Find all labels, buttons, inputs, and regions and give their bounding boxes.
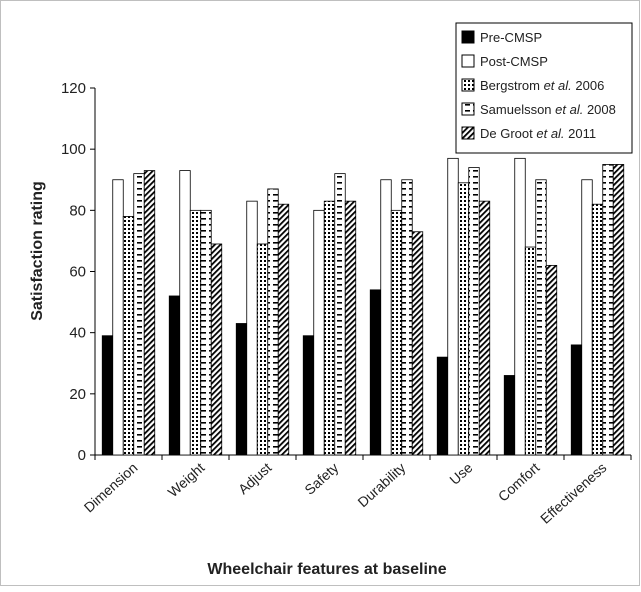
bar	[256, 243, 269, 456]
bar	[235, 323, 248, 456]
bar	[524, 246, 537, 456]
bar	[323, 200, 336, 456]
y-tick-label: 20	[69, 386, 86, 403]
bar	[334, 173, 346, 456]
bar	[344, 200, 357, 456]
bar	[267, 188, 279, 456]
bar	[612, 164, 625, 456]
bars	[101, 157, 625, 456]
legend-box	[455, 22, 633, 154]
bar	[535, 179, 547, 456]
bar	[401, 179, 413, 456]
bar	[369, 289, 382, 456]
legend-swatch	[461, 30, 475, 44]
bar	[411, 231, 424, 456]
bar	[503, 375, 516, 456]
bar	[122, 216, 135, 456]
bar	[200, 209, 212, 456]
bar	[602, 164, 614, 456]
bar	[591, 203, 604, 456]
bar	[436, 356, 449, 456]
bar	[168, 295, 181, 456]
bar	[143, 170, 156, 456]
bar	[478, 200, 491, 456]
legend-swatch	[461, 102, 475, 116]
x-axis-title: Wheelchair features at baseline	[207, 561, 446, 578]
bar	[380, 179, 392, 456]
legend-swatch	[461, 78, 475, 92]
bar	[210, 243, 223, 456]
bar	[457, 182, 470, 456]
y-tick-label: 60	[69, 264, 86, 281]
y-tick-label: 0	[78, 447, 86, 464]
y-tick-label: 120	[61, 80, 86, 97]
bar	[468, 167, 480, 456]
legend-swatch	[461, 54, 475, 68]
bar	[189, 209, 202, 456]
bar	[447, 157, 459, 456]
y-tick-label: 40	[69, 325, 86, 342]
legend: Pre-CMSP Post-CMSP Bergstrom et al. 2006 Sa…	[455, 22, 633, 154]
bar	[313, 209, 325, 456]
y-tick-label: 100	[61, 141, 86, 158]
bar	[390, 209, 403, 456]
bar	[179, 170, 191, 456]
bar	[514, 157, 526, 456]
legend-label: Post-CMSP	[480, 54, 548, 69]
bar	[101, 335, 114, 456]
y-tick-label: 80	[69, 202, 86, 219]
bar	[581, 179, 593, 456]
bar	[570, 344, 583, 456]
bar	[246, 200, 258, 456]
bar	[277, 203, 290, 456]
bar	[133, 173, 145, 456]
legend-swatch	[461, 126, 475, 140]
y-axis-title: Satisfaction rating	[29, 181, 46, 321]
legend-label: De Groot et al. 2011	[480, 126, 596, 141]
bar	[545, 264, 558, 456]
bar	[112, 179, 124, 456]
legend-label: Samuelsson et al. 2008	[480, 102, 616, 117]
legend-label: Pre-CMSP	[480, 30, 542, 45]
legend-label: Bergstrom et al. 2006	[480, 78, 604, 93]
bar	[302, 335, 315, 456]
